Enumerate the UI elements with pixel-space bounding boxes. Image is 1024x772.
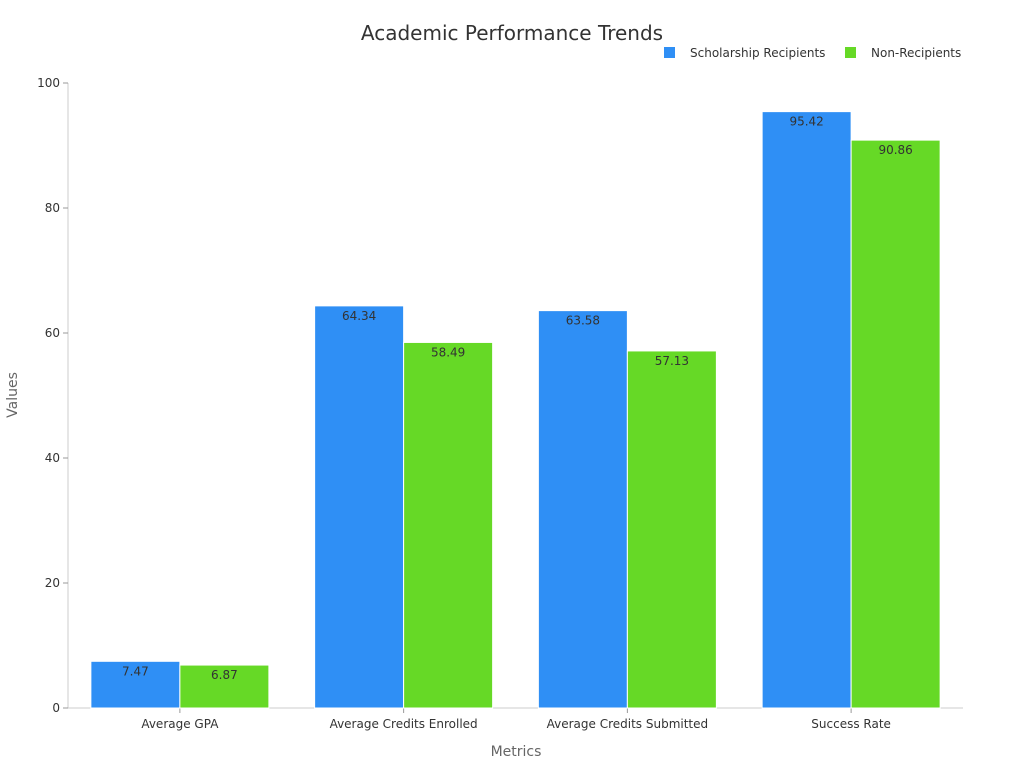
y-tick-label: 20 [45, 576, 60, 590]
legend-label: Non-Recipients [871, 46, 961, 60]
x-tick-label: Success Rate [811, 717, 891, 731]
legend-swatch [845, 47, 856, 58]
y-axis-label: Values [5, 372, 21, 418]
bar [403, 341, 494, 709]
y-tick-label: 40 [45, 451, 60, 465]
bar-value-label: 95.42 [789, 115, 823, 129]
chart-title: Academic Performance Trends [361, 21, 663, 45]
bar [537, 310, 628, 709]
bar-labels: 7.47 6.87 64.34 58.49 63.58 57.13 95.42 90.86 [122, 115, 913, 682]
bar-value-label: 63.58 [566, 314, 600, 328]
x-tick-label: Average Credits Submitted [547, 717, 709, 731]
y-tick-label: 100 [37, 76, 60, 90]
bar-value-label: 90.86 [878, 143, 912, 157]
bar-value-label: 64.34 [342, 309, 376, 323]
legend: Scholarship Recipients Non-Recipients [664, 46, 961, 60]
bar [761, 111, 852, 709]
bar [90, 660, 181, 709]
bar-value-label: 7.47 [122, 664, 149, 678]
bar [626, 350, 717, 709]
x-axis-label: Metrics [491, 744, 542, 760]
y-tick-label: 0 [52, 701, 60, 715]
legend-swatch [664, 47, 675, 58]
bar [850, 139, 941, 709]
x-tick-label: Average GPA [141, 717, 219, 731]
axes: 0 20 40 60 80 100 Average GPA Average Credits E… [37, 76, 963, 731]
bar-value-label: 58.49 [431, 345, 465, 359]
y-tick-label: 80 [45, 201, 60, 215]
bar-value-label: 57.13 [655, 354, 689, 368]
bar [314, 305, 405, 709]
y-tick-label: 60 [45, 326, 60, 340]
bar-value-label: 6.87 [211, 668, 238, 682]
bars [90, 111, 941, 709]
x-tick-label: Average Credits Enrolled [330, 717, 478, 731]
legend-label: Scholarship Recipients [690, 46, 825, 60]
bar [179, 664, 270, 709]
